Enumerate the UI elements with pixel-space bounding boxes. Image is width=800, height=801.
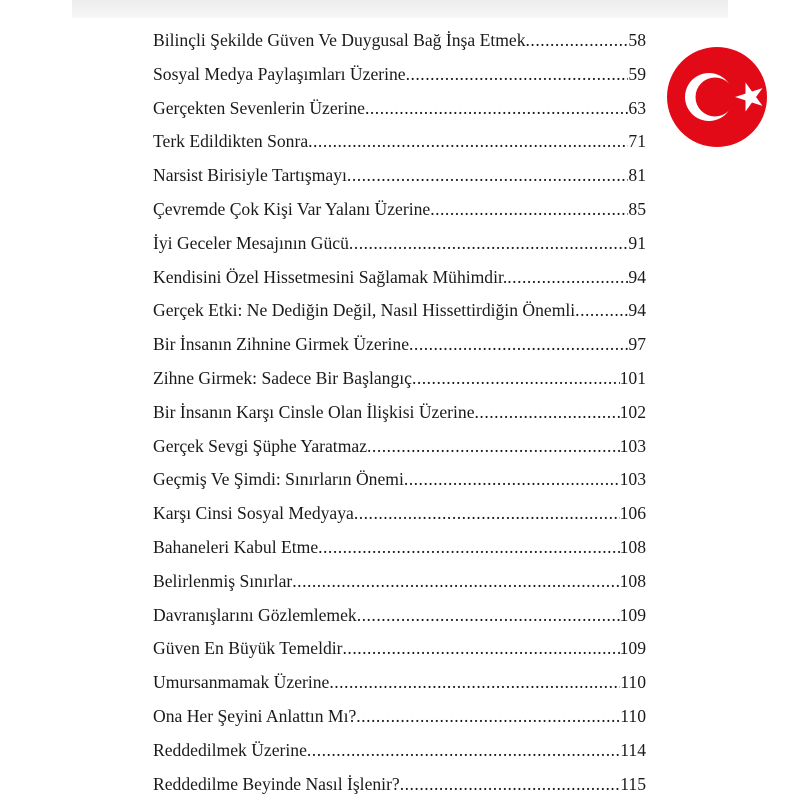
toc-entry-page: 114	[620, 739, 646, 760]
toc-entry: Güven En Büyük Temeldir 109	[153, 632, 646, 666]
toc-entry: Gerçek Etki: Ne Dediğin Değil, Nasıl His…	[153, 294, 646, 328]
toc-entry: Zihne Girmek: Sadece Bir Başlangıç 101	[153, 362, 646, 396]
toc-entry-page: 94	[628, 266, 646, 287]
toc-entry: Geçmiş Ve Şimdi: Sınırların Önemi 103	[153, 463, 646, 497]
toc-entry-title: Bir İnsanın Karşı Cinsle Olan İlişkisi Ü…	[153, 401, 475, 422]
dot-leader	[409, 328, 628, 362]
table-of-contents: Bilinçli Şekilde Güven Ve Duygusal Bağ İ…	[153, 24, 646, 801]
toc-entry: Çevremde Çok Kişi Var Yalanı Üzerine 85	[153, 193, 646, 227]
toc-entry-title: Zihne Girmek: Sadece Bir Başlangıç	[153, 367, 412, 388]
toc-entry-page: 109	[619, 604, 646, 625]
toc-entry-page: 71	[628, 131, 646, 152]
toc-entry-page: 91	[628, 232, 646, 253]
toc-entry-title: Kendisini Özel Hissetmesini Sağlamak Müh…	[153, 266, 508, 287]
toc-entry-title: Gerçek Sevgi Şüphe Yaratmaz	[153, 435, 368, 456]
dot-leader	[307, 734, 620, 768]
toc-entry-title: Terk Edildikten Sonra	[153, 131, 309, 152]
toc-entry: Karşı Cinsi Sosyal Medyaya 106	[153, 497, 646, 531]
toc-entry-title: Güven En Büyük Temeldir	[153, 638, 343, 659]
toc-entry-page: 97	[628, 334, 646, 355]
toc-entry: Kendisini Özel Hissetmesini Sağlamak Müh…	[153, 261, 646, 295]
toc-entry-title: Bir İnsanın Zihnine Girmek Üzerine	[153, 334, 410, 355]
page-top-edge	[72, 0, 728, 18]
dot-leader	[430, 193, 628, 227]
dot-leader	[406, 58, 629, 92]
toc-entry-page: 102	[619, 401, 646, 422]
toc-entry-title: Belirlenmiş Sınırlar	[153, 570, 293, 591]
toc-entry-page: 110	[620, 672, 646, 693]
toc-entry-page: 109	[619, 638, 646, 659]
toc-entry-title: Geçmiş Ve Şimdi: Sınırların Önemi	[153, 469, 404, 490]
toc-entry-page: 101	[619, 367, 646, 388]
toc-entry-title: Çevremde Çok Kişi Var Yalanı Üzerine	[153, 198, 431, 219]
dot-leader	[575, 294, 628, 328]
toc-entry-page: 94	[628, 300, 646, 321]
dot-leader	[349, 227, 629, 261]
toc-entry-title: Reddedilmek Üzerine	[153, 739, 307, 760]
toc-entry-title: Gerçek Etki: Ne Dediğin Değil, Nasıl His…	[153, 300, 576, 321]
toc-entry-title: İyi Geceler Mesajının Gücü	[153, 232, 349, 253]
dot-leader	[404, 463, 620, 497]
toc-entry-page: 108	[619, 570, 646, 591]
toc-entry: Narsist Birisiyle Tartışmayı 81	[153, 159, 646, 193]
dot-leader	[308, 125, 628, 159]
toc-entry-page: 59	[628, 63, 646, 84]
toc-entry: Sosyal Medya Paylaşımları Üzerine 59	[153, 58, 646, 92]
toc-entry-title: Sosyal Medya Paylaşımları Üzerine	[153, 63, 406, 84]
dot-leader	[526, 24, 629, 58]
toc-entry-page: 106	[619, 503, 646, 524]
dot-leader	[347, 159, 628, 193]
dot-leader	[365, 92, 628, 126]
dot-leader	[343, 632, 620, 666]
dot-leader	[507, 261, 628, 295]
toc-entry-page: 103	[619, 435, 646, 456]
toc-entry-page: 81	[628, 165, 646, 186]
toc-entry-title: Ona Her Şeyini Anlattın Mı?	[153, 705, 357, 726]
toc-entry-title: Reddedilme Beyinde Nasıl İşlenir?	[153, 773, 400, 794]
toc-entry: Ona Her Şeyini Anlattın Mı? 110	[153, 700, 646, 734]
toc-entry: İyi Geceler Mesajının Gücü 91	[153, 227, 646, 261]
toc-entry-page: 108	[619, 536, 646, 557]
toc-entry: Bilinçli Şekilde Güven Ve Duygusal Bağ İ…	[153, 24, 646, 58]
toc-entry: Gerçekten Sevenlerin Üzerine 63	[153, 92, 646, 126]
dot-leader	[475, 396, 620, 430]
toc-entry-page: 115	[620, 773, 646, 794]
dot-leader	[357, 599, 620, 633]
toc-entry: Reddedilmek Üzerine 114	[153, 734, 646, 768]
toc-entry: Belirlenmiş Sınırlar 108	[153, 565, 646, 599]
toc-entry-page: 58	[628, 30, 646, 50]
dot-leader	[356, 700, 620, 734]
toc-entry: Davranışlarını Gözlemlemek 109	[153, 599, 646, 633]
dot-leader	[329, 666, 620, 700]
turkish-flag-icon	[667, 47, 767, 147]
toc-entry: Bir İnsanın Karşı Cinsle Olan İlişkisi Ü…	[153, 396, 646, 430]
dot-leader	[367, 430, 620, 464]
toc-entry: Umursanmamak Üzerine 110	[153, 666, 646, 700]
toc-entry-title: Umursanmamak Üzerine	[153, 672, 330, 693]
toc-entry-page: 110	[620, 705, 646, 726]
toc-entry: Reddedilme Beyinde Nasıl İşlenir? 115	[153, 768, 646, 801]
toc-entry-title: Narsist Birisiyle Tartışmayı	[153, 165, 347, 186]
dot-leader	[412, 362, 620, 396]
toc-entry: Bahaneleri Kabul Etme 108	[153, 531, 646, 565]
toc-entry-title: Gerçekten Sevenlerin Üzerine	[153, 97, 365, 118]
toc-entry-page: 85	[628, 198, 646, 219]
toc-entry-title: Davranışlarını Gözlemlemek	[153, 604, 357, 625]
toc-entry-page: 63	[628, 97, 646, 118]
dot-leader	[354, 497, 620, 531]
toc-entry-title: Karşı Cinsi Sosyal Medyaya	[153, 503, 354, 524]
toc-entry: Gerçek Sevgi Şüphe Yaratmaz 103	[153, 430, 646, 464]
dot-leader	[292, 565, 619, 599]
toc-entry: Terk Edildikten Sonra 71	[153, 125, 646, 159]
toc-entry-page: 103	[619, 469, 646, 490]
toc-entry: Bir İnsanın Zihnine Girmek Üzerine 97	[153, 328, 646, 362]
dot-leader	[400, 768, 621, 801]
toc-entry-title: Bahaneleri Kabul Etme	[153, 536, 319, 557]
toc-entry-title: Bilinçli Şekilde Güven Ve Duygusal Bağ İ…	[153, 30, 526, 50]
dot-leader	[318, 531, 619, 565]
